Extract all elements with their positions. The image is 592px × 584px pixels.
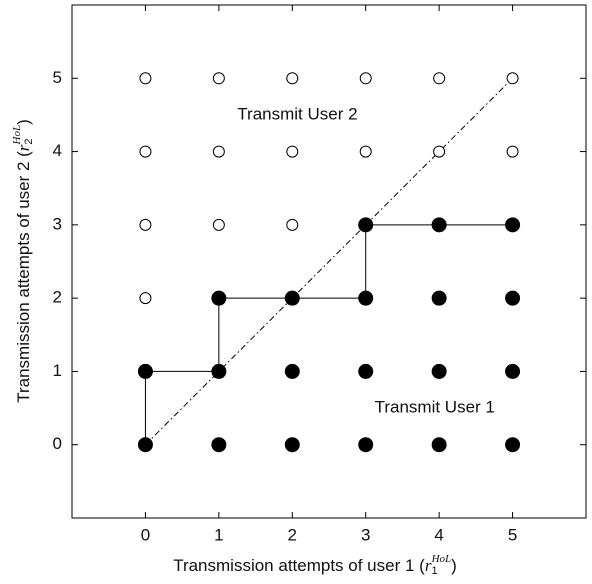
filled-point [211,290,227,306]
filled-point [431,363,447,379]
filled-point [505,437,521,453]
open-point [212,145,225,158]
open-point [139,292,152,305]
filled-point [137,437,153,453]
diagonal-line [145,77,513,446]
x-tick-label: 1 [214,525,223,544]
filled-point [431,437,447,453]
open-point [286,218,299,231]
open-point [433,72,446,85]
y-tick-label: 0 [53,434,62,453]
y-tick-label: 4 [53,141,62,160]
plot-frame [71,4,587,519]
open-point [286,145,299,158]
filled-point [137,363,153,379]
x-tick-label: 2 [288,525,297,544]
open-point [506,145,519,158]
open-point [359,72,372,85]
filled-point [358,290,374,306]
open-point [212,218,225,231]
x-axis-label: Transmission attempts of user 1 (r1HoL) [173,553,457,577]
y-tick-label: 2 [53,288,62,307]
filled-point [284,437,300,453]
filled-point [505,363,521,379]
x-tick-label: 4 [434,525,443,544]
filled-point [431,290,447,306]
open-point [433,145,446,158]
open-point [212,72,225,85]
x-tick-label: 5 [508,525,517,544]
annotation: Transmit User 1 [375,398,495,417]
open-point [139,218,152,231]
open-point [139,145,152,158]
open-point [506,72,519,85]
y-tick-label: 3 [53,214,62,233]
filled-point [505,217,521,233]
annotation: Transmit User 2 [237,104,357,123]
filled-point [358,217,374,233]
filled-point [211,437,227,453]
filled-point [211,363,227,379]
filled-point [431,217,447,233]
open-point [286,72,299,85]
y-tick-label: 5 [53,68,62,87]
filled-point [284,290,300,306]
open-point [139,72,152,85]
filled-point [284,363,300,379]
filled-point [358,363,374,379]
x-tick-label: 0 [141,525,150,544]
x-tick-label: 3 [361,525,370,544]
y-tick-label: 1 [53,361,62,380]
filled-point [358,437,374,453]
y-axis-label: Transmission attempts of user 2 (r2HoL) [11,119,35,403]
open-point [359,145,372,158]
filled-point [505,290,521,306]
